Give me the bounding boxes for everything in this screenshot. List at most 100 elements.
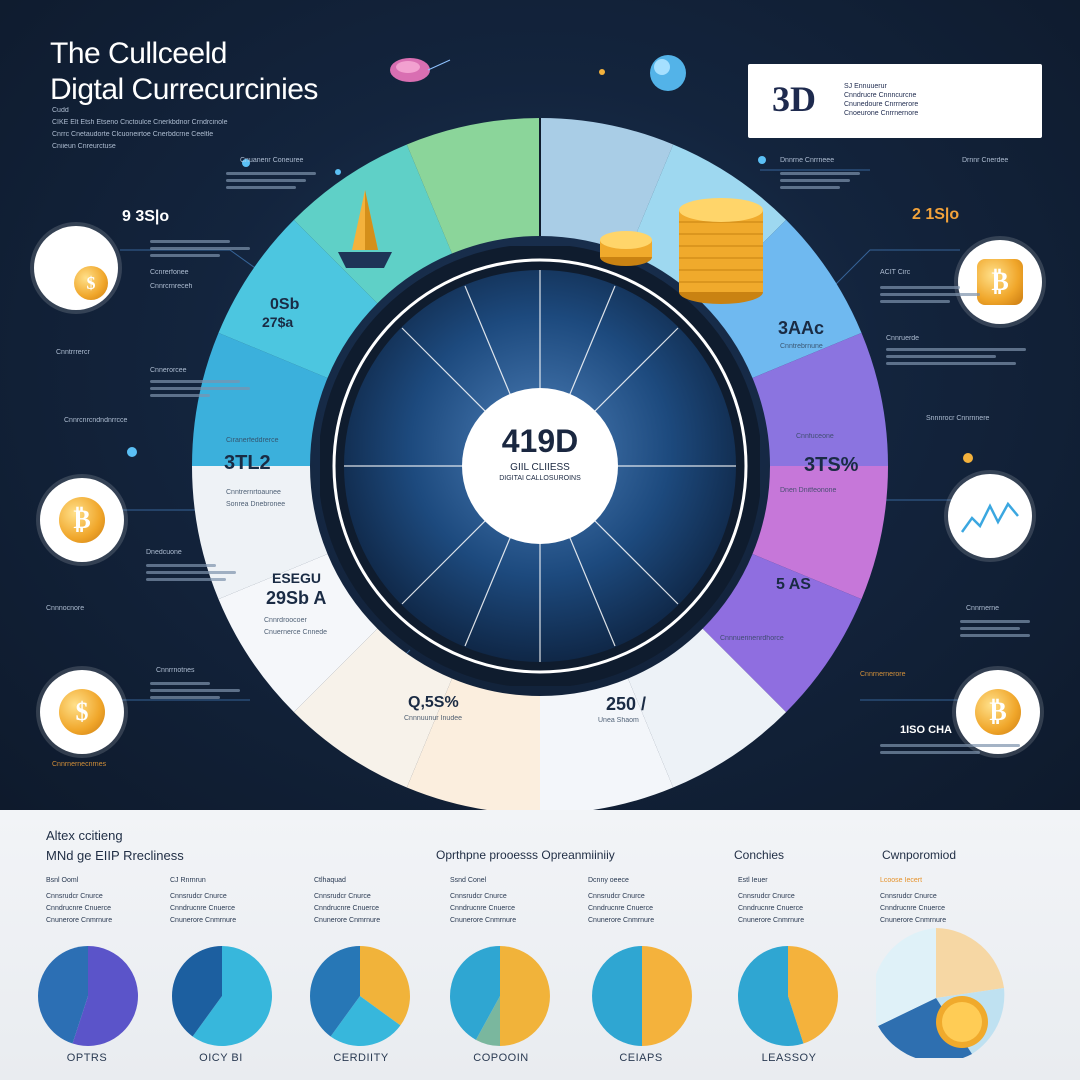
dollar-coin-icon: $ (59, 689, 105, 735)
ring-note: Cnntrernrtoaunee (226, 489, 281, 496)
center-dial (320, 246, 760, 686)
side-note: Cnnrnernecnrnes (52, 761, 107, 768)
ring-segment (218, 554, 378, 713)
ring-segment (192, 332, 328, 466)
bars-left-4 (150, 678, 250, 703)
fan-chart-icon (876, 928, 1005, 1058)
ring-segment (293, 628, 452, 788)
side-icon-dollar: $ (40, 670, 124, 754)
column-line: Cnunerore Cnmrnure (450, 917, 517, 924)
ring-segment (293, 144, 452, 304)
ring-segment (406, 118, 540, 254)
ring-segment (702, 219, 862, 378)
side-note: Cnnrnerne (966, 605, 1000, 612)
bottom-heading-left-1: Altex ccitieng (46, 828, 123, 843)
pie-3-slice (330, 996, 401, 1046)
side-note: Cnnruerde (886, 335, 920, 342)
bars-top-left (226, 168, 326, 193)
column-heading: Estl Ieuer (738, 877, 768, 884)
stat-bottom-right: 250 / (606, 694, 647, 714)
side-icon-globe: $ (34, 226, 118, 310)
column-line: Cnunerore Cnmrnure (588, 917, 655, 924)
blue-orb-icon (650, 55, 686, 91)
ring-note: Sonrea Dnebronee (226, 501, 286, 508)
column-line: Cnnsrudcr Cnurce (314, 893, 371, 900)
column-line: Cnnsrudcr Cnurce (450, 893, 507, 900)
crystal-icon (338, 190, 392, 268)
column-line: Cnndrucnre Cnuerce (46, 905, 111, 912)
pie-1-slice (38, 946, 88, 1044)
pie-label: CEIAPS (619, 1052, 663, 1064)
side-note: Cnuanenr Coneuree (240, 157, 304, 164)
side-stat-right-top: 2 1S|o (912, 206, 960, 223)
ring-segment (702, 554, 862, 713)
bottom-heading-right-1: Conchies (734, 848, 785, 862)
intro-line: Cnrrc Cnetaudorte Clcuoneirtoe Cnerbdcrn… (52, 131, 214, 138)
header-logo: 3D (772, 79, 816, 119)
side-stat-right-low: 1ISO CHA (900, 724, 952, 736)
column-line: Cnndrucnre Cnuerce (880, 905, 945, 912)
ring-segment (540, 678, 674, 810)
side-note: Cnnnocnore (46, 605, 85, 612)
bars-right-4 (880, 740, 1030, 758)
intro-heading: Cudd (52, 107, 69, 114)
intro-line: CIKE Elt Etsh Etseno Cnctoulce Cnerkbdno… (52, 119, 228, 126)
ring-note: Cnnfuceone (796, 433, 834, 440)
pie-1-slice (72, 946, 139, 1046)
column-line: Cnndrucnre Cnuerce (588, 905, 653, 912)
pie-5-slice (592, 946, 642, 1046)
pie-2-slice (171, 946, 222, 1037)
infographic-main: The Cullceeld Digtal Currecurcinies Cudd… (0, 0, 1080, 810)
column-line: Cnunerore Cnmrnure (738, 917, 805, 924)
side-note: Cnnrcnrcndndnrrcce (64, 417, 128, 424)
side-note: Drnnr Cnerdee (962, 157, 1009, 164)
stat-left-low-label: ESEGU (272, 570, 322, 586)
side-note: Cnnrcrnreceh (150, 283, 193, 290)
bottom-panel: Altex ccitieng MNd ge EIIP Rrecliness Op… (0, 810, 1080, 1080)
pie-3-slice (310, 946, 360, 1037)
pie-6-slice (738, 946, 804, 1046)
column-line: Cnndrucnre Cnuerce (314, 905, 379, 912)
globe-coin-icon: $ (74, 266, 108, 300)
side-note: ACIT Circ (880, 269, 911, 276)
column-heading: Dcnny oeece (588, 877, 629, 884)
side-note: Cnnrnernerore (860, 671, 906, 678)
column-line: Cnndrucnre Cnuerce (170, 905, 235, 912)
stat-left-mid: 3TL2 (224, 452, 271, 474)
pie-6-slice (788, 946, 838, 1044)
column-line: Cnnsrudcr Cnurce (738, 893, 795, 900)
ring-segment (218, 219, 378, 378)
column-heading: Lcoose Iecert (880, 877, 923, 884)
bottom-heading-left-2: MNd ge EIIP Rrecliness (46, 848, 184, 863)
pie-label: COPOOIN (473, 1052, 529, 1064)
ring-segment (752, 466, 888, 600)
ring-note: Cnnrdroocoer (264, 617, 307, 624)
ring-segment (192, 466, 328, 600)
center-value: 419D (501, 423, 579, 459)
bitcoin-icon-right: ₿ (975, 689, 1021, 735)
column-heading: Bsnl Ooml (46, 877, 79, 884)
bottom-heading-mid: Oprthpne prooesss Opreanmiiniiy (436, 848, 615, 862)
ring-segment (406, 678, 540, 810)
header-card-text: SJ Ennuuerur Cnndrucre Cnnncurcne Cnuned… (844, 83, 919, 117)
column-heading: Ctlhaquad (314, 877, 346, 884)
column-line: Cnndrucnre Cnuerce (450, 905, 515, 912)
side-icon-chart (948, 474, 1032, 558)
side-note: Cnnrrnotnes (156, 667, 195, 674)
ring-note: Dnen Dnitfeonone (780, 487, 837, 494)
ring-segment (752, 332, 888, 466)
center-label: 419D GIIL CLIIESS DIGITAI CALLOSUROINS (460, 424, 620, 482)
column-line: Cnnsrudcr Cnurce (880, 893, 937, 900)
pie-label: CERDIITY (333, 1052, 389, 1064)
page-title: The Cullceeld Digtal Currecurcinies (50, 37, 318, 106)
column-line: Cnunerore Cnmrnure (314, 917, 381, 924)
pie-4-slice (475, 996, 500, 1046)
column-line: Cnnsrudcr Cnurce (170, 893, 227, 900)
chart-icon (960, 501, 1019, 533)
side-note: Cnnerorcee (150, 367, 187, 374)
stat-bottom-left: Q,5S% (408, 694, 459, 711)
column-line: Cnunerore Cnmrnure (880, 917, 947, 924)
side-note: Cnntrrrercr (56, 349, 90, 356)
ring-segment (540, 118, 674, 254)
pie-label: LEASSOY (761, 1052, 817, 1064)
